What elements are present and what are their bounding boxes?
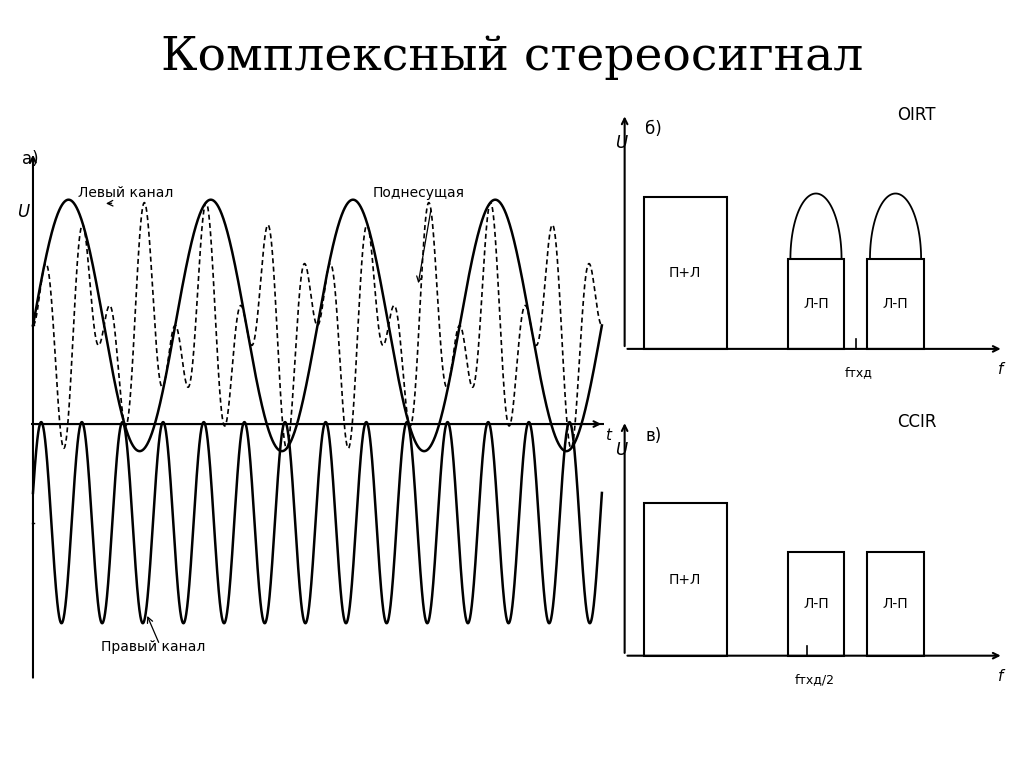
Bar (867, 259, 924, 349)
Text: Л-П: Л-П (883, 297, 908, 311)
Text: Л-П: Л-П (803, 297, 828, 311)
Text: f: f (997, 669, 1004, 683)
Text: fᴛхд: fᴛхд (845, 367, 872, 380)
Bar (867, 552, 924, 656)
Bar (643, 196, 727, 349)
Text: а): а) (22, 150, 38, 168)
Text: U: U (615, 441, 628, 459)
Text: Комплексный стереосигнал: Комплексный стереосигнал (161, 35, 863, 80)
Text: f: f (997, 362, 1004, 377)
Text: Л-П: Л-П (803, 597, 828, 611)
Text: t: t (605, 428, 611, 443)
Text: Правый канал: Правый канал (101, 640, 205, 653)
Bar (787, 552, 845, 656)
Text: U: U (17, 203, 30, 221)
Bar (643, 503, 727, 656)
Text: Л-П: Л-П (883, 597, 908, 611)
Text: CCIR: CCIR (897, 413, 937, 431)
Text: П+Л: П+Л (669, 265, 701, 280)
Text: Поднесущая: Поднесущая (373, 186, 465, 200)
Text: П+Л: П+Л (669, 572, 701, 587)
Text: U: U (615, 134, 628, 152)
Text: fᴛхд/2: fᴛхд/2 (795, 673, 836, 686)
Text: Левый канал: Левый канал (78, 186, 174, 200)
Text: OIRT: OIRT (897, 107, 936, 124)
Text: б): б) (645, 120, 663, 139)
Text: в): в) (645, 427, 662, 446)
Bar (787, 259, 845, 349)
